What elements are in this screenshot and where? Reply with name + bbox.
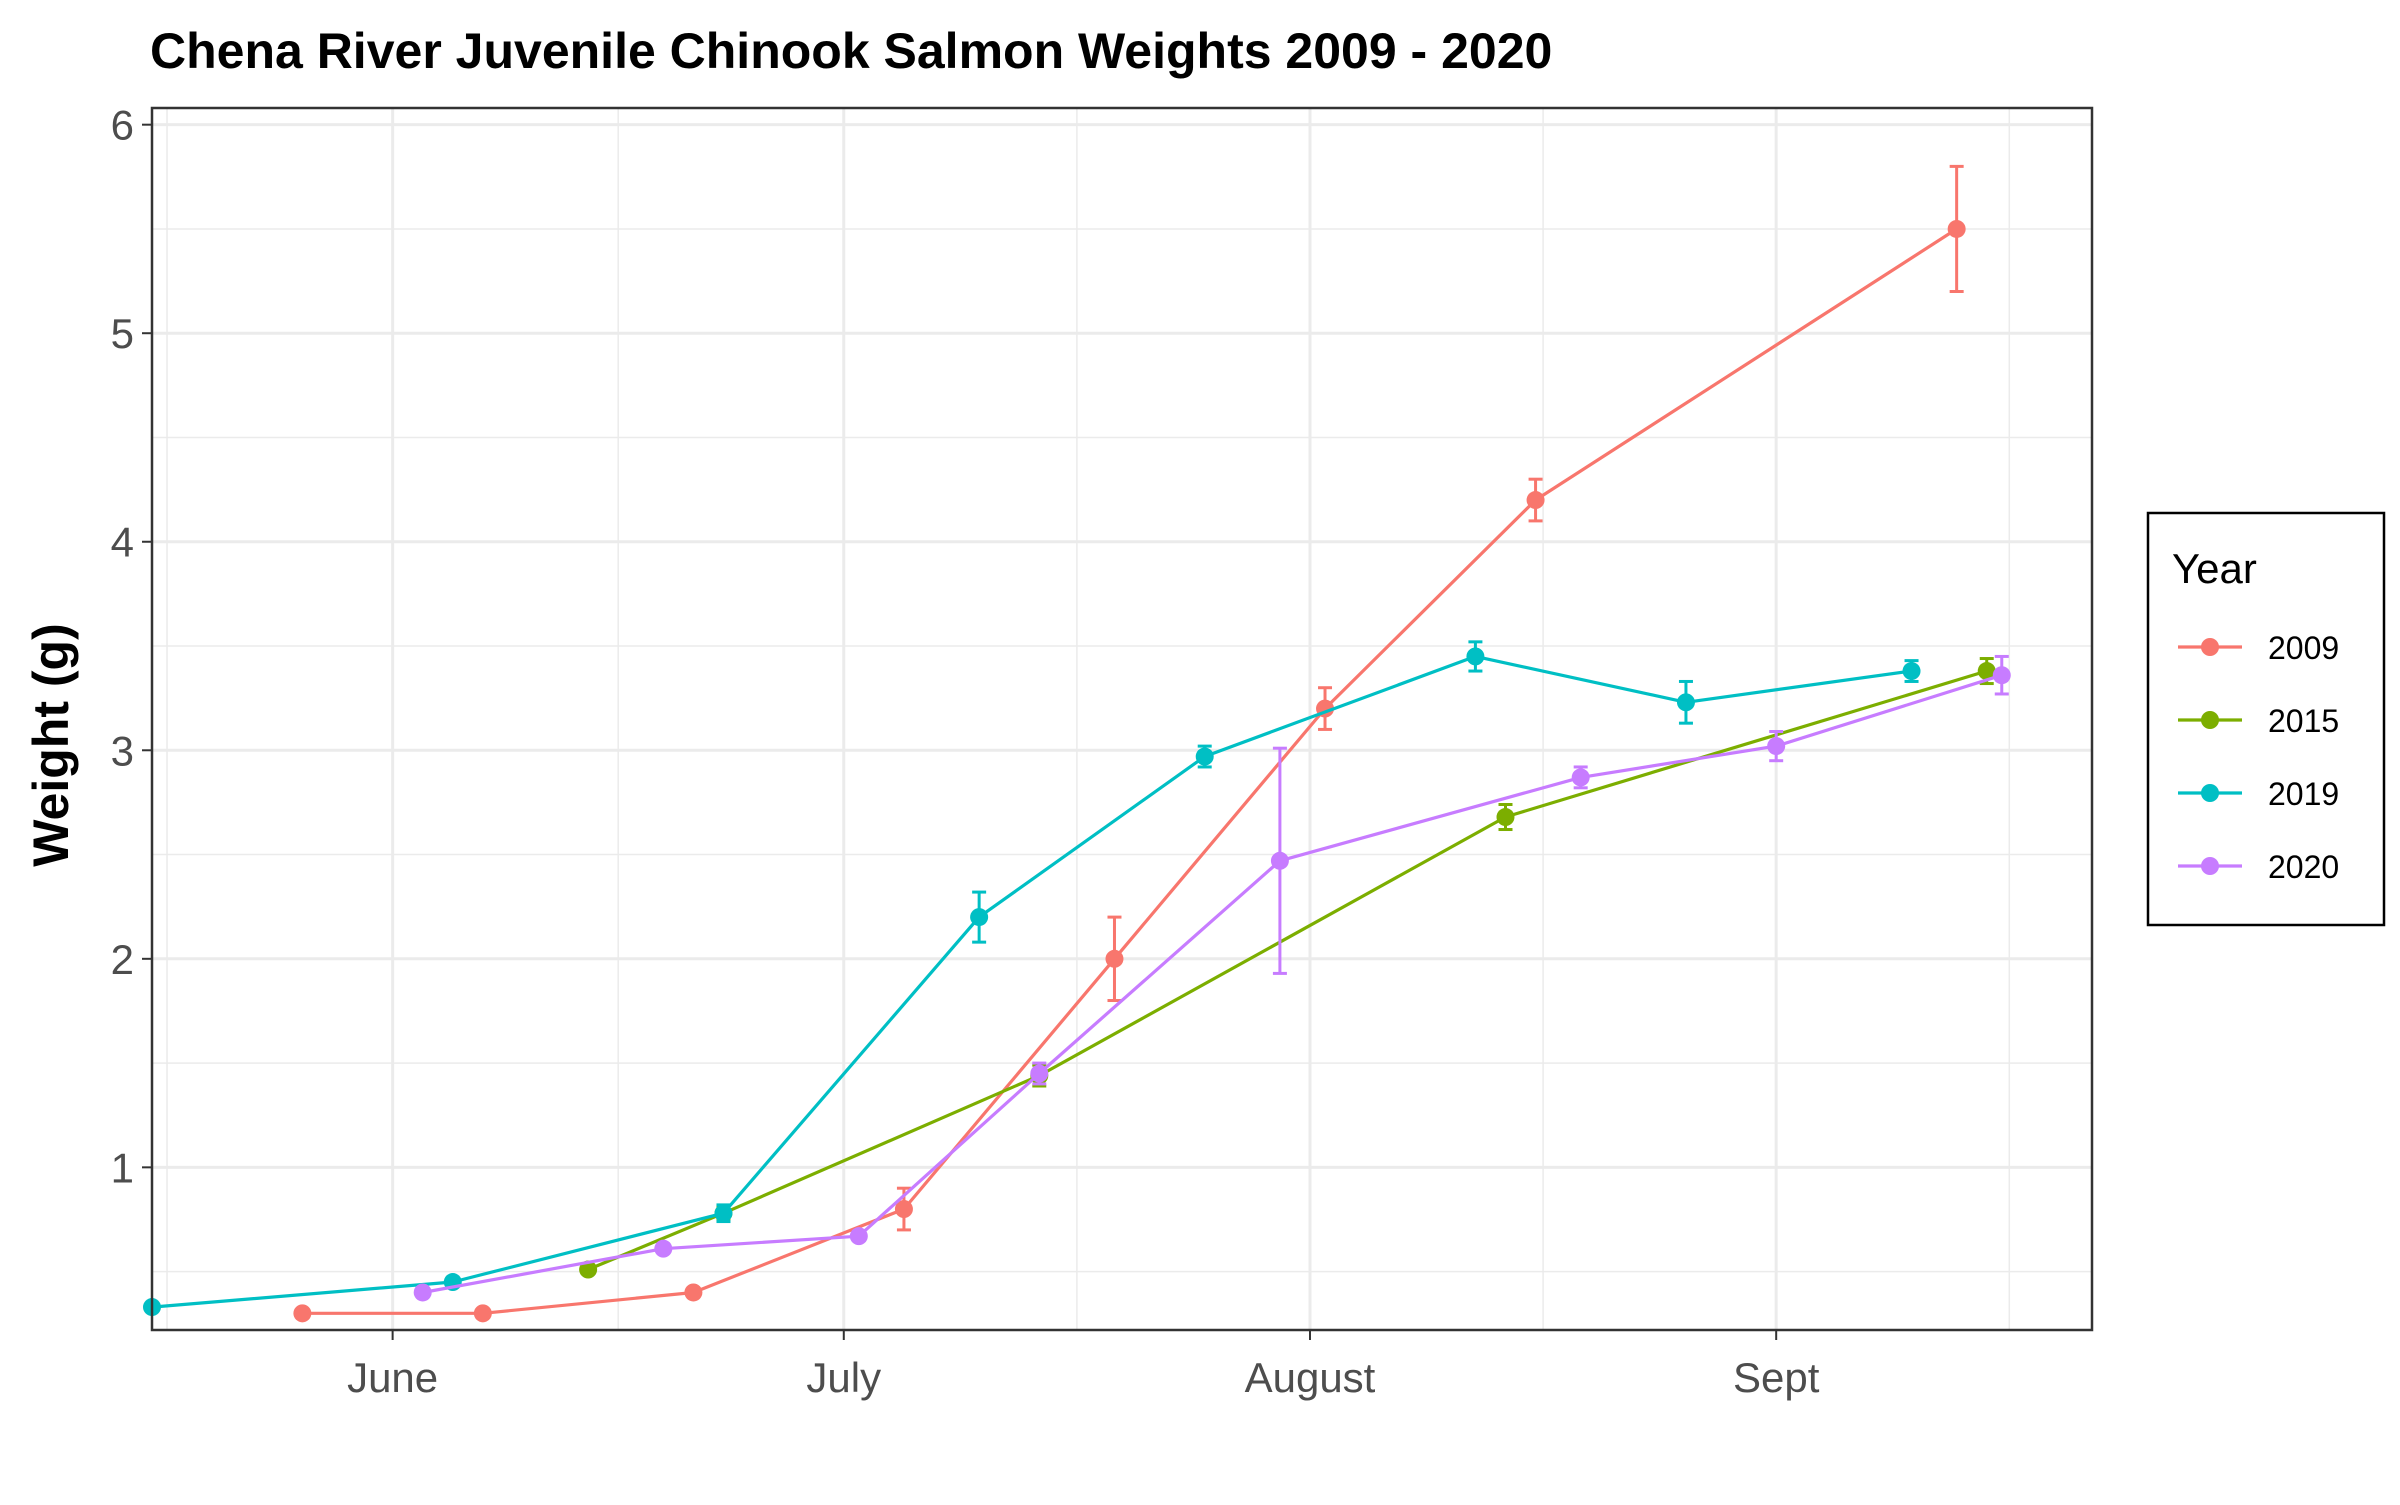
data-point-2009	[473, 1304, 492, 1323]
data-point-2020	[1992, 666, 2011, 685]
legend-key-point-2020	[2201, 857, 2219, 875]
plot-background	[152, 108, 2092, 1330]
data-point-2019	[1195, 747, 1214, 766]
data-point-2009	[894, 1200, 913, 1219]
data-point-2020	[1030, 1064, 1049, 1083]
data-point-2015	[1496, 808, 1515, 827]
series-line-2020	[422, 673, 2003, 1295]
data-point-2019	[1676, 693, 1695, 712]
series-line-2019	[151, 654, 1912, 1309]
x-tick-label: July	[806, 1354, 881, 1401]
data-point-2020	[1767, 737, 1786, 756]
legend-label-2009: 2009	[2268, 630, 2339, 666]
legend: Year 2009 2015 2019 2020	[2146, 511, 2386, 927]
plot-border	[150, 106, 2094, 1332]
data-point-2019	[970, 908, 989, 927]
y-tick-label: 5	[111, 310, 134, 357]
legend-key-point-2015	[2201, 711, 2219, 729]
legend-key-point-2019	[2201, 784, 2219, 802]
data-point-2020	[1270, 851, 1289, 870]
x-tick-label: Sept	[1733, 1354, 1820, 1401]
data-point-2020	[849, 1227, 868, 1246]
y-tick-label: 2	[111, 936, 134, 983]
data-point-2009	[1526, 491, 1545, 510]
data-point-2019	[1466, 647, 1485, 666]
data-point-2019	[1902, 662, 1921, 681]
y-tick-label: 4	[111, 519, 134, 566]
legend-title: Year	[2172, 545, 2257, 592]
data-point-2015	[579, 1260, 598, 1279]
legend-label-2015: 2015	[2268, 703, 2339, 739]
y-axis-label: Weight (g)	[23, 623, 79, 866]
y-tick-label: 1	[111, 1144, 134, 1191]
data-point-2020	[1571, 768, 1590, 787]
data-point-2020	[654, 1239, 673, 1258]
x-tick-label: June	[347, 1354, 438, 1401]
y-tick-label: 6	[111, 102, 134, 149]
data-point-2019	[714, 1204, 733, 1223]
series-line-2009	[302, 227, 1958, 1315]
data-point-2020	[413, 1283, 432, 1302]
plot-area: 1 2 3 4 5 6 June July August Sept	[111, 102, 2094, 1401]
y-tick-label: 3	[111, 727, 134, 774]
data-point-2009	[1947, 219, 1966, 238]
data-point-2009	[684, 1283, 703, 1302]
legend-label-2019: 2019	[2268, 776, 2339, 812]
x-tick-label: August	[1245, 1354, 1376, 1401]
data-point-2009	[293, 1304, 312, 1323]
legend-key-point-2009	[2201, 638, 2219, 656]
data-point-2015	[1977, 662, 1996, 681]
chart-title: Chena River Juvenile Chinook Salmon Weig…	[150, 23, 1552, 79]
data-point-2009	[1105, 949, 1124, 968]
legend-label-2020: 2020	[2268, 849, 2339, 885]
